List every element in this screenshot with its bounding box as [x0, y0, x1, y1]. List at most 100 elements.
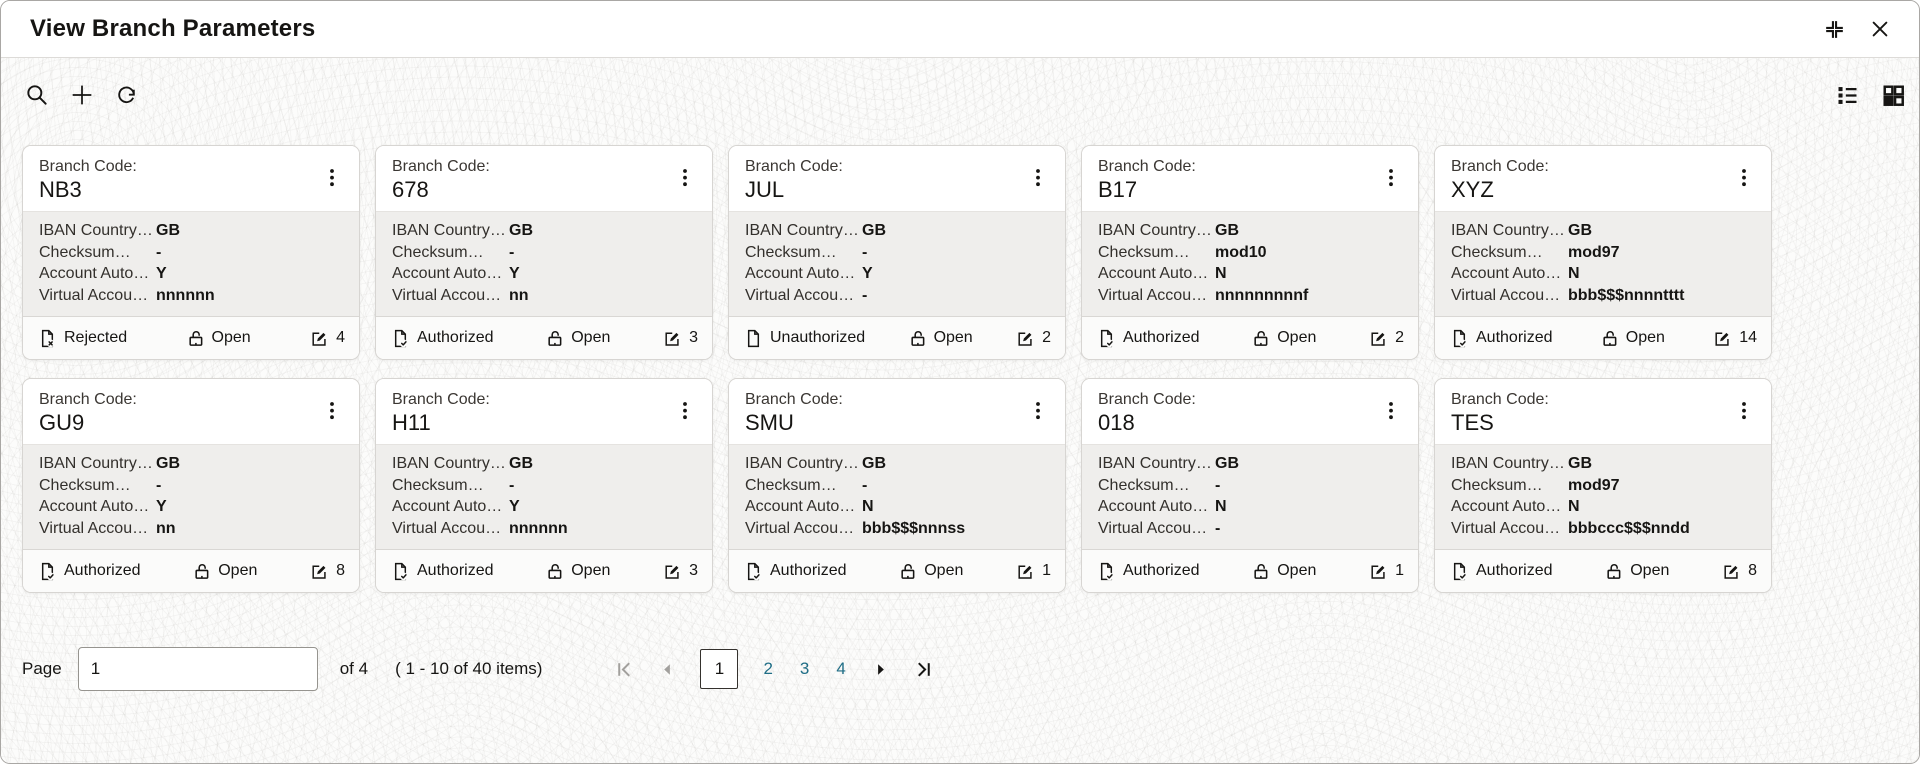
page-link[interactable]: 2 — [763, 659, 773, 678]
first-page-button[interactable] — [614, 659, 635, 680]
kebab-menu-button[interactable] — [313, 157, 351, 199]
record-status[interactable]: Open — [545, 328, 610, 348]
edit-count[interactable]: 3 — [662, 561, 698, 582]
grid-view-button[interactable] — [1878, 80, 1909, 111]
last-page-button[interactable] — [913, 659, 934, 680]
branch-card[interactable]: Branch Code: NB3 IBAN Country… GB Checksum… — [22, 145, 360, 360]
branch-card[interactable]: Branch Code: SMU IBAN Country… GB Checksum… — [728, 378, 1066, 593]
record-status[interactable]: Open — [1604, 561, 1669, 581]
kebab-menu-button[interactable] — [1019, 390, 1057, 432]
record-status[interactable]: Open — [1251, 328, 1316, 348]
branch-card[interactable]: Branch Code: B17 IBAN Country… GB Checksum… — [1081, 145, 1419, 360]
authorization-status[interactable]: Authorized — [390, 561, 494, 582]
page-of-label: of 4 — [339, 659, 369, 678]
kebab-menu-button[interactable] — [666, 157, 704, 199]
branch-card[interactable]: Branch Code: TES IBAN Country… GB Checksum… — [1434, 378, 1772, 593]
edit-count[interactable]: 1 — [1015, 561, 1051, 582]
field-row: Checksum… - — [39, 475, 343, 497]
field-value: nnnnnn — [156, 286, 215, 304]
record-status[interactable]: Open — [186, 328, 251, 348]
authorization-status[interactable]: Authorized — [743, 561, 847, 582]
record-status[interactable]: Open — [192, 561, 257, 581]
document-rejected-icon — [37, 328, 58, 349]
field-label: IBAN Country… — [1098, 455, 1212, 472]
authorization-status[interactable]: Authorized — [37, 561, 141, 582]
edit-count[interactable]: 8 — [1721, 561, 1757, 582]
list-view-icon — [1834, 82, 1861, 109]
branch-card[interactable]: Branch Code: JUL IBAN Country… GB Checksum… — [728, 145, 1066, 360]
toolbar-left — [22, 79, 141, 111]
authorization-status[interactable]: Unauthorized — [743, 328, 865, 349]
field-value: Y — [862, 265, 873, 282]
edit-count[interactable]: 4 — [309, 328, 345, 349]
field-row: Account Auto… Y — [39, 496, 343, 518]
field-value: nn — [156, 519, 176, 537]
edit-count[interactable]: 1 — [1368, 561, 1404, 582]
authorization-status[interactable]: Rejected — [37, 328, 127, 349]
expand-button[interactable] — [1820, 15, 1849, 44]
field-label: Checksum… — [392, 243, 484, 261]
edit-count[interactable]: 14 — [1712, 328, 1757, 349]
kebab-menu-button[interactable] — [1725, 390, 1763, 432]
authorization-status[interactable]: Authorized — [1449, 561, 1553, 582]
document-check-icon — [390, 561, 411, 582]
record-status[interactable]: Open — [898, 561, 963, 581]
authorization-status[interactable]: Authorized — [1096, 328, 1200, 349]
close-button[interactable] — [1867, 16, 1893, 42]
edit-count[interactable]: 8 — [309, 561, 345, 582]
authorization-status[interactable]: Authorized — [390, 328, 494, 349]
record-status-label: Open — [1277, 562, 1317, 579]
document-check-icon — [390, 328, 411, 349]
field-label: Account Auto… — [39, 498, 150, 515]
page-current[interactable]: 1 — [700, 649, 739, 689]
field-row: Checksum… - — [745, 242, 1049, 264]
edit-count[interactable]: 2 — [1015, 328, 1051, 349]
kebab-menu-button[interactable] — [1019, 157, 1057, 199]
refresh-icon — [114, 83, 139, 108]
document-check-icon — [743, 561, 764, 582]
kebab-menu-button[interactable] — [313, 390, 351, 432]
record-status-label: Open — [571, 329, 611, 346]
field-value: Y — [509, 498, 520, 515]
refresh-button[interactable] — [112, 81, 141, 110]
add-button[interactable] — [66, 79, 98, 111]
kebab-menu-button[interactable] — [1372, 390, 1410, 432]
branch-card[interactable]: Branch Code: GU9 IBAN Country… GB Checksum… — [22, 378, 360, 593]
edit-count[interactable]: 3 — [662, 328, 698, 349]
field-label: Account Auto… — [1451, 265, 1562, 282]
page-title: View Branch Parameters — [30, 15, 316, 42]
kebab-menu-button[interactable] — [666, 390, 704, 432]
field-value: - — [862, 243, 868, 261]
page-link[interactable]: 4 — [836, 659, 846, 678]
branch-code-value: H11 — [392, 410, 431, 435]
record-status-label: Open — [211, 329, 251, 346]
record-status[interactable]: Open — [1251, 561, 1316, 581]
authorization-status-label: Authorized — [417, 329, 494, 346]
previous-page-button[interactable] — [658, 660, 677, 679]
page-input[interactable] — [77, 647, 318, 691]
edit-icon — [1368, 561, 1389, 582]
kebab-menu-button[interactable] — [1725, 157, 1763, 199]
list-view-button[interactable] — [1832, 80, 1863, 111]
field-label: Virtual Accou… — [1451, 519, 1561, 537]
kebab-menu-button[interactable] — [1372, 157, 1410, 199]
field-value: mod10 — [1215, 243, 1267, 261]
authorization-status[interactable]: Authorized — [1096, 561, 1200, 582]
branch-card[interactable]: Branch Code: XYZ IBAN Country… GB Checksum… — [1434, 145, 1772, 360]
record-status[interactable]: Open — [1600, 328, 1665, 348]
branch-card[interactable]: Branch Code: 018 IBAN Country… GB Checksum… — [1081, 378, 1419, 593]
field-row: Checksum… mod10 — [1098, 242, 1402, 264]
field-label: Virtual Accou… — [392, 286, 502, 304]
authorization-status[interactable]: Authorized — [1449, 328, 1553, 349]
search-button[interactable] — [22, 80, 52, 110]
record-status[interactable]: Open — [545, 561, 610, 581]
page-link[interactable]: 3 — [799, 659, 810, 678]
record-status-label: Open — [1630, 562, 1670, 579]
card-header: Branch Code: NB3 — [23, 146, 359, 211]
edit-count[interactable]: 2 — [1368, 328, 1404, 349]
branch-card[interactable]: Branch Code: H11 IBAN Country… GB Checksum… — [375, 378, 713, 593]
branch-card[interactable]: Branch Code: 678 IBAN Country… GB Checksum… — [375, 145, 713, 360]
next-page-button[interactable] — [871, 660, 890, 679]
record-status[interactable]: Open — [908, 328, 973, 348]
authorization-status-label: Unauthorized — [770, 329, 866, 346]
